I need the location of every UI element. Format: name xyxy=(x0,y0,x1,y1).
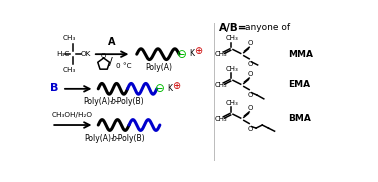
Text: B: B xyxy=(50,83,59,93)
Text: anyone of: anyone of xyxy=(245,23,290,33)
Text: CH₂: CH₂ xyxy=(214,116,227,122)
Text: O: O xyxy=(247,126,253,132)
Text: A: A xyxy=(108,37,116,47)
Text: CH₂: CH₂ xyxy=(214,82,227,88)
Text: Poly(A)-: Poly(A)- xyxy=(83,97,113,106)
Text: O: O xyxy=(248,40,253,46)
Text: /: / xyxy=(110,57,113,67)
Text: O: O xyxy=(101,53,106,59)
Text: ⊕: ⊕ xyxy=(172,81,180,91)
Text: K: K xyxy=(167,84,172,93)
Text: -Poly(B): -Poly(B) xyxy=(116,134,146,143)
Text: CH₃: CH₃ xyxy=(226,35,239,41)
Text: O: O xyxy=(247,92,253,98)
Text: CH₃: CH₃ xyxy=(62,67,76,73)
Text: BMA: BMA xyxy=(288,114,311,123)
Text: MMA: MMA xyxy=(288,50,313,59)
Text: EMA: EMA xyxy=(288,80,311,90)
Text: O: O xyxy=(248,71,253,77)
Text: -Poly(B): -Poly(B) xyxy=(115,97,144,106)
Text: Poly(A)-: Poly(A)- xyxy=(85,134,115,143)
Text: b: b xyxy=(112,134,117,143)
Text: CH₃: CH₃ xyxy=(226,66,239,72)
Text: H₃C: H₃C xyxy=(56,51,69,57)
Text: 0 °C: 0 °C xyxy=(116,64,132,70)
Text: CH₃: CH₃ xyxy=(62,35,76,41)
Text: ⊕: ⊕ xyxy=(195,46,203,56)
Text: Poly(A): Poly(A) xyxy=(145,63,172,72)
Text: A/B=: A/B= xyxy=(219,23,248,33)
Text: O: O xyxy=(248,105,253,111)
Text: O: O xyxy=(247,61,253,67)
Text: ⊖: ⊖ xyxy=(177,48,187,61)
Text: CH₂: CH₂ xyxy=(214,51,227,57)
Text: b: b xyxy=(110,97,115,106)
Text: ⊖: ⊖ xyxy=(155,82,165,95)
Text: CH₃: CH₃ xyxy=(226,100,239,106)
Text: OK: OK xyxy=(81,51,91,57)
Text: K: K xyxy=(189,49,194,58)
Text: CH₃OH/H₂O: CH₃OH/H₂O xyxy=(51,112,92,118)
